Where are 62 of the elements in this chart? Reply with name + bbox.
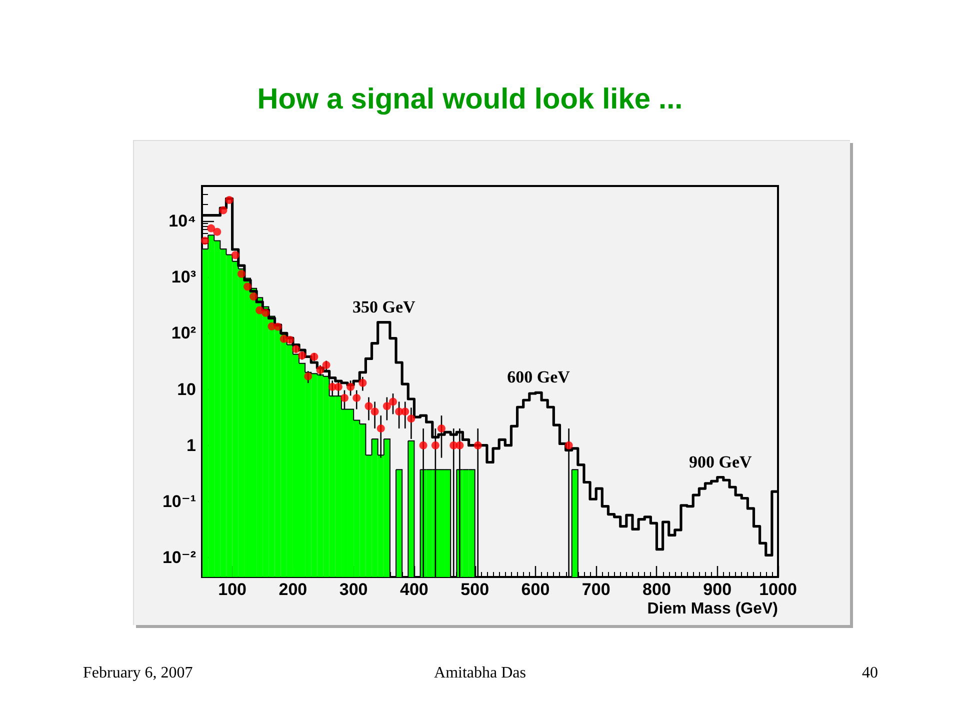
- annotation: 900 GeV: [689, 452, 753, 472]
- point: [438, 424, 446, 432]
- x-tick-label: 600: [521, 580, 550, 599]
- point: [286, 336, 294, 344]
- point: [262, 308, 270, 317]
- y-tick-label: 10⁻²: [162, 548, 196, 568]
- point: [474, 441, 482, 450]
- point: [322, 361, 330, 370]
- point: [292, 345, 300, 354]
- x-tick-label: 200: [278, 580, 308, 599]
- x-tick-label: 800: [642, 580, 671, 599]
- y-tick-label: 10²: [171, 324, 196, 343]
- point: [564, 441, 573, 450]
- point: [358, 378, 367, 387]
- point: [334, 382, 342, 391]
- x-axis-title: Diem Mass (GeV): [647, 600, 778, 618]
- point: [304, 372, 312, 380]
- text: Amitabha Das: [434, 664, 526, 682]
- text: 40: [862, 664, 878, 682]
- point: [219, 206, 228, 214]
- point: [243, 282, 252, 291]
- point: [274, 322, 282, 331]
- x-tick-label: 900: [703, 580, 732, 599]
- point: [207, 224, 216, 232]
- y-tick-label: 10⁴: [168, 211, 196, 230]
- point: [340, 394, 348, 402]
- point: [298, 351, 306, 360]
- point: [346, 382, 355, 391]
- point: [213, 228, 222, 236]
- y-tick-label: 10³: [171, 268, 196, 287]
- point: [256, 306, 264, 314]
- point: [419, 441, 428, 450]
- point: [431, 441, 440, 450]
- point: [364, 402, 373, 410]
- point: [237, 270, 246, 278]
- point: [352, 394, 361, 402]
- point: [250, 292, 258, 301]
- y-tick-label: 10⁻¹: [162, 492, 196, 511]
- point: [370, 408, 379, 416]
- point: [401, 408, 410, 416]
- x-tick-label: 100: [218, 580, 247, 599]
- x-tick-label: 500: [460, 580, 490, 599]
- annotation: 600 GeV: [507, 368, 571, 387]
- x-tick-label: 400: [400, 580, 428, 599]
- point: [310, 352, 318, 361]
- point: [389, 398, 397, 406]
- point: [407, 414, 416, 423]
- point: [456, 441, 464, 450]
- point: [201, 236, 210, 245]
- x-tick-label: 700: [582, 580, 610, 599]
- x-tick-label: 1000: [759, 580, 797, 599]
- chart-title: How a signal would look like ...: [257, 84, 683, 116]
- y-tick-label: 10: [177, 380, 196, 399]
- point: [316, 366, 324, 374]
- x-tick-label: 300: [339, 580, 368, 599]
- point: [231, 251, 240, 260]
- point: [225, 196, 234, 204]
- text: February 6, 2007: [83, 664, 193, 682]
- point: [376, 424, 385, 432]
- annotation: 350 GeV: [352, 297, 416, 316]
- point: [382, 402, 391, 410]
- y-tick-label: 1: [186, 436, 196, 455]
